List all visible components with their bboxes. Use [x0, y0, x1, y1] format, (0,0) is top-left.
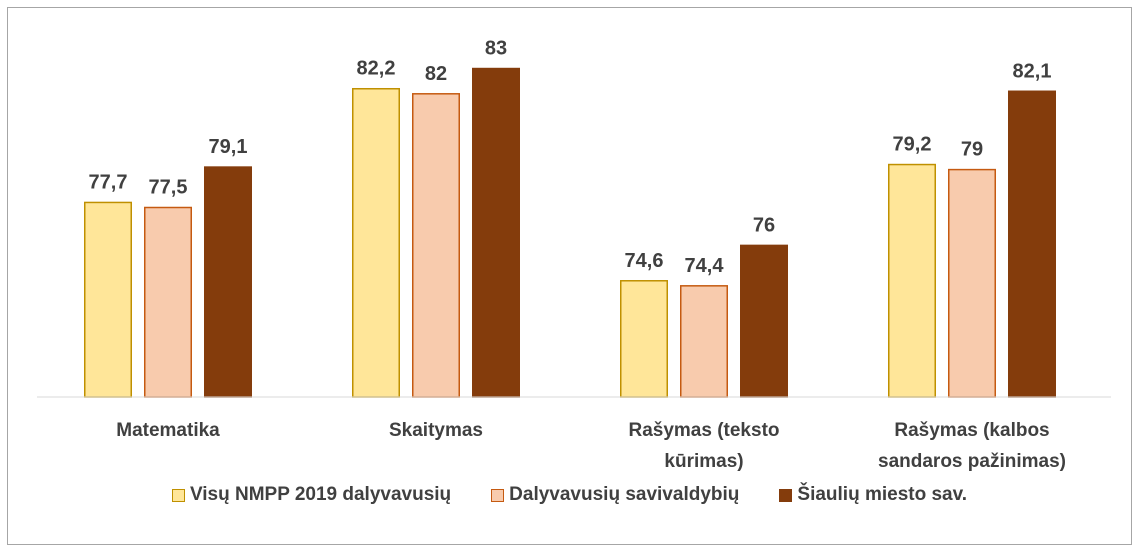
legend-swatch: [491, 488, 505, 502]
legend-item: Dalyvavusių savivaldybių: [491, 484, 739, 506]
legend-swatch: [171, 488, 185, 502]
data-label: 82: [425, 63, 447, 85]
bar: [620, 280, 668, 398]
data-label: 76: [753, 214, 775, 236]
bar: [948, 168, 996, 398]
data-label: 79,1: [209, 136, 248, 158]
x-tick-label: Rašymas (kalbos sandaros pažinimas): [878, 420, 1066, 472]
frame: [7, 7, 1132, 545]
legend-label: Šiaulių miesto sav.: [797, 484, 968, 505]
data-label: 79: [961, 139, 983, 161]
data-label: 82,1: [1013, 60, 1052, 82]
data-label: 77,5: [149, 177, 188, 199]
legend-label: Visų NMPP 2019 dalyvavusių: [189, 484, 452, 505]
legend: Visų NMPP 2019 dalyvavusių Dalyvavusių sa…: [0, 484, 1139, 506]
data-label: 74,4: [685, 255, 725, 277]
bar: [888, 163, 936, 398]
bar: [680, 285, 728, 398]
x-tick-label: Rašymas (teksto kūrimas): [628, 420, 780, 472]
bar: [84, 201, 132, 398]
bar: [1008, 90, 1056, 398]
legend-item: Visų NMPP 2019 dalyvavusių: [171, 484, 452, 506]
data-label: 77,7: [89, 171, 128, 193]
bar: [352, 87, 400, 398]
data-label: 79,2: [893, 134, 932, 156]
bar: [144, 206, 192, 398]
bar: [204, 166, 252, 398]
data-label: 74,6: [625, 250, 664, 272]
bar: [740, 244, 788, 398]
data-label: 82,2: [357, 58, 396, 80]
x-tick-label: Matematika: [116, 420, 220, 441]
bar: [472, 67, 520, 398]
legend-label: Dalyvavusių savivaldybių: [509, 484, 740, 505]
legend-item: Šiaulių miesto sav.: [779, 484, 967, 506]
x-tick-label: Skaitymas: [388, 420, 483, 441]
legend-swatch: [779, 488, 793, 502]
bar: [412, 93, 460, 398]
data-label: 83: [485, 38, 507, 60]
